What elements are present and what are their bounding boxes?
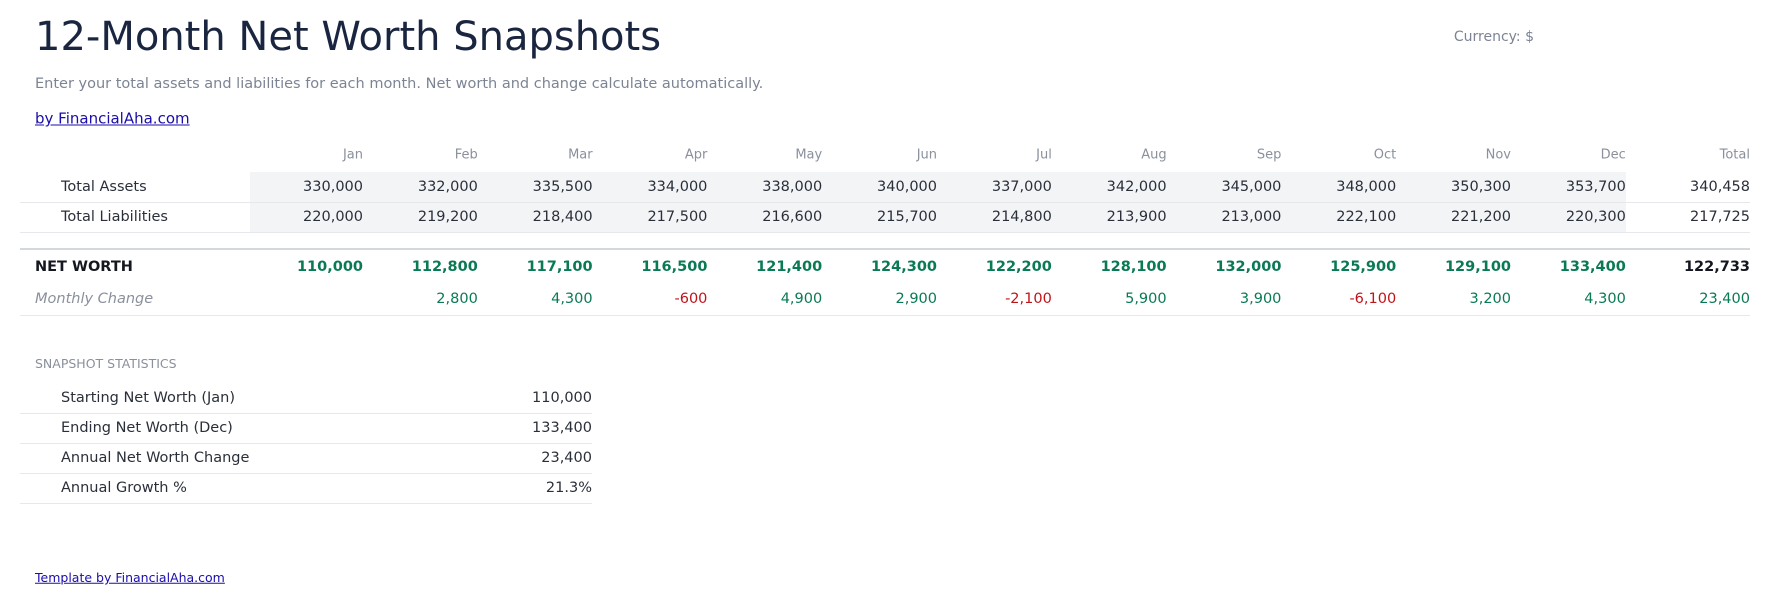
cell: 128,100 <box>1100 258 1167 275</box>
cell: 340,000 <box>877 178 937 195</box>
cell: -6,100 <box>1349 290 1397 307</box>
row-line <box>20 503 592 504</box>
cell: 124,300 <box>870 258 937 275</box>
subtitle: Enter your total assets and liabilities … <box>35 75 764 92</box>
stat-value: 23,400 <box>541 449 592 466</box>
cell: 117,100 <box>526 258 593 275</box>
cell: 345,000 <box>1221 178 1282 195</box>
cell: 132,000 <box>1215 258 1282 275</box>
column-header: Jun <box>916 147 937 163</box>
cell: 340,458 <box>1690 178 1750 195</box>
cell: 129,100 <box>1444 258 1511 275</box>
cell: 2,900 <box>895 290 937 307</box>
cell: 337,000 <box>991 178 1052 195</box>
column-header: Aug <box>1141 147 1167 163</box>
currency: Currency: $ <box>1453 29 1534 45</box>
stat-label: Annual Growth % <box>61 479 187 496</box>
cell: 217,500 <box>647 208 708 225</box>
cell: 4,300 <box>551 290 593 307</box>
cell: 222,100 <box>1336 208 1397 225</box>
cell: 348,000 <box>1336 178 1397 195</box>
cell: 350,300 <box>1451 178 1511 195</box>
stat-value: 133,400 <box>532 419 592 436</box>
stat-label: Starting Net Worth (Jan) <box>61 389 235 406</box>
cell: 122,733 <box>1683 258 1750 275</box>
column-header: Apr <box>684 147 708 163</box>
footer-link[interactable]: Template by FinancialAha.com <box>35 569 225 585</box>
cell: 213,000 <box>1221 208 1282 225</box>
column-header: Nov <box>1485 147 1511 163</box>
cell: 220,000 <box>303 208 363 225</box>
row-line <box>20 232 1750 233</box>
cell: 121,400 <box>756 258 823 275</box>
cell: 335,500 <box>532 178 593 195</box>
column-header: Dec <box>1600 147 1626 163</box>
column-header: Total <box>1719 147 1750 163</box>
cell: 2,800 <box>436 290 478 307</box>
cell: 219,200 <box>417 208 478 225</box>
cell: 338,000 <box>762 178 823 195</box>
column-header: Jan <box>342 147 363 163</box>
cell: 133,400 <box>1559 258 1626 275</box>
cell: 332,000 <box>417 178 478 195</box>
cell: 221,200 <box>1451 208 1511 225</box>
row-line <box>20 473 592 474</box>
cell: 217,725 <box>1690 208 1750 225</box>
column-header: Jul <box>1036 147 1052 163</box>
cell: 5,900 <box>1125 290 1167 307</box>
row-line <box>20 315 1750 316</box>
column-header: Feb <box>454 147 478 163</box>
cell: 214,800 <box>991 208 1052 225</box>
column-header: May <box>795 147 823 163</box>
separator <box>20 248 1750 250</box>
section-heading: SNAPSHOT STATISTICS <box>35 355 177 371</box>
column-header: Oct <box>1373 147 1397 163</box>
cell: 342,000 <box>1106 178 1167 195</box>
cell: 4,900 <box>780 290 823 307</box>
row-line <box>20 202 1750 203</box>
cell: 4,300 <box>1584 290 1626 307</box>
column-header: Mar <box>568 147 593 163</box>
cell: 220,300 <box>1565 208 1626 225</box>
cell: 3,900 <box>1239 290 1282 307</box>
row-label: Monthly Change <box>35 290 154 307</box>
stat-label: Ending Net Worth (Dec) <box>61 419 233 436</box>
column-header: Sep <box>1256 147 1282 163</box>
stat-value: 110,000 <box>532 389 592 406</box>
cell: -2,100 <box>1005 290 1052 307</box>
row-label: NET WORTH <box>35 258 133 275</box>
row-label: Total Assets <box>61 178 147 195</box>
title: 12-Month Net Worth Snapshots <box>35 14 662 60</box>
cell: 218,400 <box>532 208 593 225</box>
cell: 23,400 <box>1699 290 1750 307</box>
cell: 353,700 <box>1565 178 1626 195</box>
row-line <box>20 413 592 414</box>
cell: 110,000 <box>296 258 363 275</box>
cell: 3,200 <box>1469 290 1511 307</box>
cell: 112,800 <box>411 258 478 275</box>
cell: 122,200 <box>985 258 1052 275</box>
cell: 216,600 <box>762 208 823 225</box>
cell: 213,900 <box>1106 208 1167 225</box>
cell: 334,000 <box>647 178 708 195</box>
cell: 116,500 <box>641 258 708 275</box>
cell: 215,700 <box>877 208 937 225</box>
row-label: Total Liabilities <box>61 208 168 225</box>
row-line <box>20 443 592 444</box>
link[interactable]: by FinancialAha.com <box>35 109 190 128</box>
stat-value: 21.3% <box>545 479 592 496</box>
cell: 330,000 <box>303 178 363 195</box>
stat-label: Annual Net Worth Change <box>61 449 250 466</box>
cell: -600 <box>674 290 708 307</box>
cell: 125,900 <box>1330 258 1397 275</box>
